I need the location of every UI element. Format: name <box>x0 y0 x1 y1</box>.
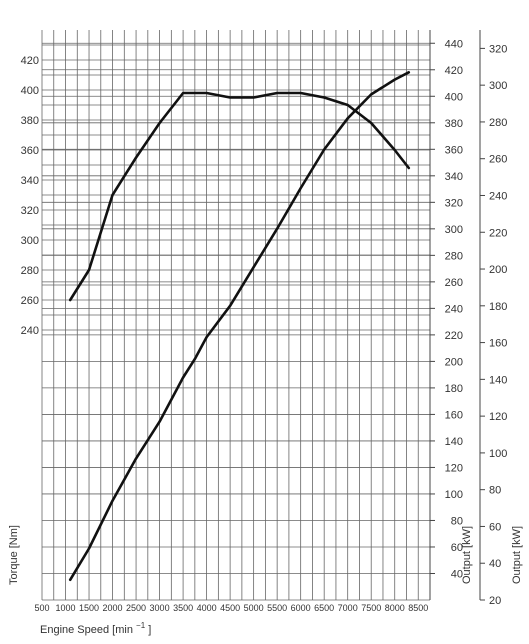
x-tick-label: 3500 <box>173 603 193 613</box>
output-inner-tick-label: 440 <box>445 38 463 50</box>
x-tick-label: 8500 <box>408 603 428 613</box>
x-tick-label: 6000 <box>291 603 311 613</box>
torque-tick-label: 280 <box>21 265 39 277</box>
output-inner-tick-label: 320 <box>445 197 463 209</box>
x-tick-label: 5000 <box>244 603 264 613</box>
output-outer-tick-label: 260 <box>489 154 507 166</box>
x-tick-label: 3000 <box>150 603 170 613</box>
output-inner-tick-label: 300 <box>445 224 463 236</box>
torque-tick-label: 400 <box>21 85 39 97</box>
x-tick-label: 8000 <box>385 603 405 613</box>
torque-tick-label: 380 <box>21 115 39 127</box>
output-inner-tick-label: 160 <box>445 409 463 421</box>
x-tick-label: 5500 <box>267 603 287 613</box>
chart-curves <box>68 71 411 582</box>
engine-speed-label-exponent: −1 <box>136 621 146 630</box>
torque-tick-label: 420 <box>21 55 39 67</box>
output-outer-tick-label: 200 <box>489 264 507 276</box>
torque-tick-label: 360 <box>21 145 39 157</box>
engine-speed-axis: 500 1000 1500 2000 2500 3000 3500 4000 4500 5000 5… <box>34 603 428 613</box>
x-tick-label: 500 <box>34 603 49 613</box>
x-tick-label: 6500 <box>314 603 334 613</box>
output-inner-tick-label: 40 <box>451 568 463 580</box>
output-inner-tick-label: 80 <box>451 515 463 527</box>
output-inner-tick-label: 280 <box>445 250 463 262</box>
x-tick-label: 1000 <box>55 603 75 613</box>
output-outer-tick-label: 300 <box>489 80 507 92</box>
output-inner-tick-label: 360 <box>445 144 463 156</box>
x-tick-label: 4500 <box>220 603 240 613</box>
output-outer-tick-label: 320 <box>489 43 507 55</box>
output-inner-tick-label: 200 <box>445 356 463 368</box>
engine-speed-label-main: Engine Speed [min <box>40 624 133 636</box>
output-inner-tick-label: 400 <box>445 91 463 103</box>
output-outer-tick-label: 60 <box>489 521 501 533</box>
torque-axis: 240 260 280 300 320 340 360 380 400 420 <box>21 55 39 337</box>
output-outer-tick-label: 280 <box>489 117 507 129</box>
output-outer-tick-label: 20 <box>489 595 501 607</box>
output-outer-tick-label: 140 <box>489 374 507 386</box>
output-inner-tick-label: 220 <box>445 330 463 342</box>
output-outer-tick-label: 40 <box>489 558 501 570</box>
output-outer-tick-label: 160 <box>489 338 507 350</box>
output-outer-tick-label: 80 <box>489 485 501 497</box>
output-outer-tick-label: 240 <box>489 190 507 202</box>
torque-tick-label: 320 <box>21 205 39 217</box>
x-tick-label: 7500 <box>361 603 381 613</box>
output-inner-tick-label: 180 <box>445 383 463 395</box>
x-tick-label: 1500 <box>79 603 99 613</box>
output-axis-outer-title: Output [kW] <box>511 526 523 584</box>
x-tick-label: 7000 <box>338 603 358 613</box>
torque-tick-label: 260 <box>21 295 39 307</box>
engine-speed-axis-title: Engine Speed [min −1 ] <box>40 619 151 636</box>
torque-tick-label: 300 <box>21 235 39 247</box>
output-axis-outer: 20 40 60 80 100 120 140 160 180 200 220 240 260 280 30… <box>479 30 507 607</box>
output-outer-tick-label: 100 <box>489 448 507 460</box>
chart-grid <box>41 30 431 601</box>
torque-axis-title: Torque [Nm] <box>8 525 20 585</box>
torque-tick-label: 340 <box>21 175 39 187</box>
engine-speed-label-close: ] <box>148 624 151 636</box>
output-inner-tick-label: 340 <box>445 171 463 183</box>
output-outer-tick-label: 180 <box>489 301 507 313</box>
output-inner-tick-label: 260 <box>445 277 463 289</box>
output-inner-tick-label: 60 <box>451 542 463 554</box>
x-tick-label: 4000 <box>197 603 217 613</box>
output-inner-tick-label: 240 <box>445 303 463 315</box>
output-curve <box>68 71 411 582</box>
output-inner-tick-label: 100 <box>445 489 463 501</box>
output-inner-tick-label: 420 <box>445 65 463 77</box>
x-tick-label: 2000 <box>103 603 123 613</box>
output-inner-tick-label: 120 <box>445 462 463 474</box>
output-inner-tick-label: 140 <box>445 436 463 448</box>
x-tick-label: 2500 <box>126 603 146 613</box>
output-outer-tick-label: 220 <box>489 227 507 239</box>
output-outer-tick-label: 120 <box>489 411 507 423</box>
output-axis-inner-title: Output [kW] <box>461 526 473 584</box>
torque-curve <box>68 91 411 302</box>
output-inner-tick-label: 380 <box>445 118 463 130</box>
output-axis-inner: 40 60 80 100 120 140 160 180 200 220 240 260 280 300 3… <box>429 30 463 600</box>
torque-tick-label: 240 <box>21 325 39 337</box>
